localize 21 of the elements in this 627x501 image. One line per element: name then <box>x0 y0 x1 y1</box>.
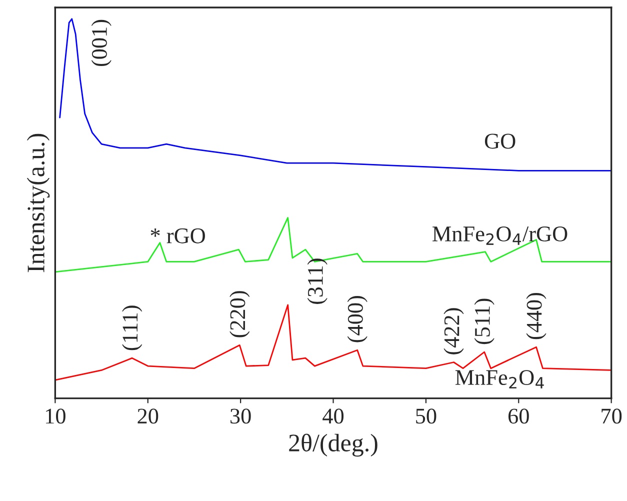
x-tick-label: 10 <box>46 408 66 424</box>
y-axis-title: Intensity(a.u.) <box>26 134 50 272</box>
annotation: (111) <box>122 306 142 350</box>
annotation: (422) <box>444 308 464 354</box>
series-label: GO <box>484 134 516 149</box>
annotation: (511) <box>474 298 494 344</box>
series-label: MnFe$_{2}$O$_{4}$/rGO <box>432 226 568 245</box>
x-tick-label: 60 <box>508 408 529 424</box>
x-tick-label: 20 <box>138 408 158 424</box>
x-tick-label: 50 <box>416 408 436 424</box>
annotation: (440) <box>526 292 546 340</box>
x-tick-label: 40 <box>322 408 344 424</box>
annotation: (001) <box>91 20 112 66</box>
series-label: MnFe$_{2}$O$_{4}$ <box>455 370 544 388</box>
annotation: (220) <box>230 291 250 338</box>
x-axis-title: 2θ/(deg.) <box>289 434 378 457</box>
annotation: (311) <box>307 258 328 304</box>
annotation: * rGO <box>150 228 205 244</box>
x-tick-label: 70 <box>602 408 622 424</box>
annotation: (400) <box>347 296 368 342</box>
x-tick-label: 30 <box>230 408 251 424</box>
